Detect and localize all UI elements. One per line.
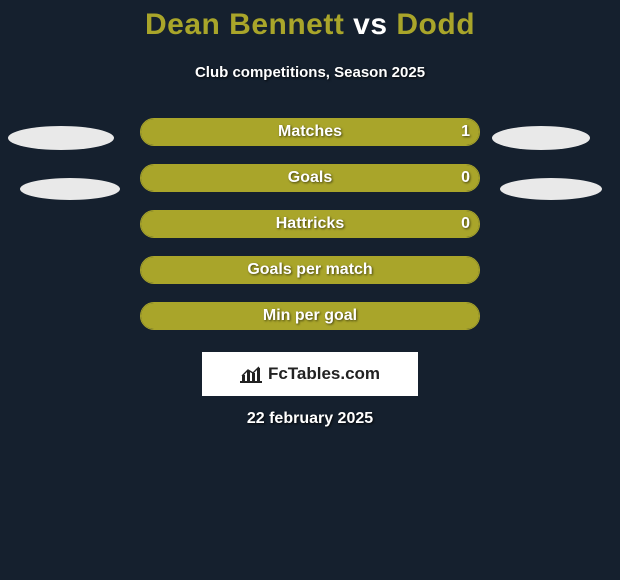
bar-fill [141, 165, 479, 191]
logo-badge: FcTables.com [202, 352, 418, 396]
page-title: Dean Bennett vs Dodd [0, 8, 620, 42]
bar-track [140, 164, 480, 192]
stat-row: Goals0 [0, 164, 620, 192]
bar-track [140, 210, 480, 238]
bar-track [140, 118, 480, 146]
stat-row: Goals per match [0, 256, 620, 284]
subtitle: Club competitions, Season 2025 [0, 64, 620, 81]
bar-track [140, 302, 480, 330]
stat-rows: Matches1 Goals0 Hattricks0 Goals per match M… [0, 118, 620, 348]
player2-name: Dodd [396, 8, 475, 41]
comparison-infographic: Dean Bennett vs Dodd Club competitions, … [0, 0, 620, 580]
bar-fill [141, 211, 479, 237]
stat-row: Min per goal [0, 302, 620, 330]
chart-icon [240, 365, 262, 383]
bar-fill [141, 257, 479, 283]
bar-fill [141, 119, 479, 145]
player1-name: Dean Bennett [145, 8, 344, 41]
stat-row: Hattricks0 [0, 210, 620, 238]
bar-track [140, 256, 480, 284]
logo-text: FcTables.com [268, 364, 380, 384]
bar-fill [141, 303, 479, 329]
vs-separator: vs [344, 8, 396, 41]
stat-row: Matches1 [0, 118, 620, 146]
date-text: 22 february 2025 [0, 410, 620, 428]
